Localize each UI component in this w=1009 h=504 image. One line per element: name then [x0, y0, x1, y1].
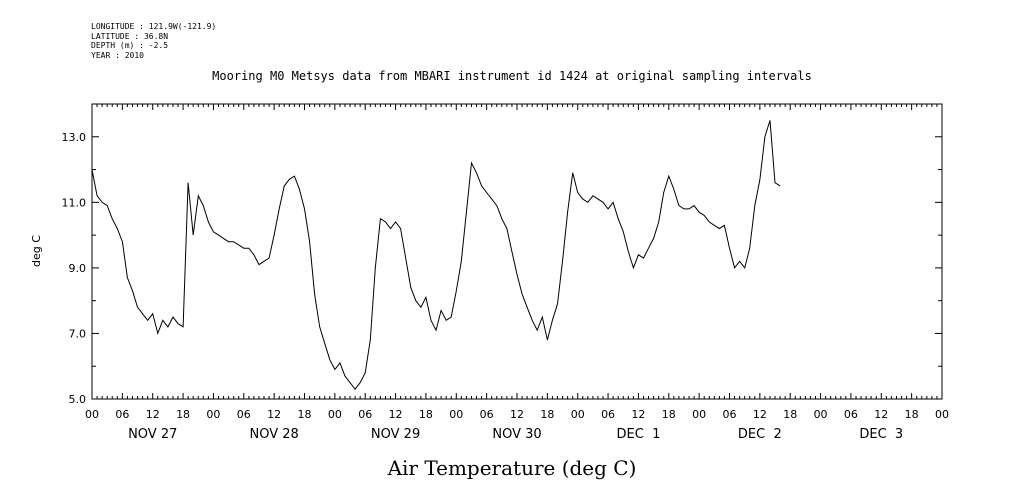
x-tick-label: 06 [237, 408, 251, 421]
depth-line: DEPTH (m) : -2.5 [91, 41, 169, 50]
x-tick-label: 00 [814, 408, 828, 421]
x-tick-label: 12 [631, 408, 645, 421]
x-tick-label: 18 [905, 408, 919, 421]
x-tick-label: 00 [692, 408, 706, 421]
x-tick-label: 06 [844, 408, 858, 421]
longitude-line: LONGITUDE : 121.9W(-121.9) [91, 22, 217, 31]
x-tick-labels: 00 06 12 18 00 06 12 18 00 06 12 18 00 06 12 18 00 06 12 18… [85, 408, 949, 421]
x-tick-label: 12 [874, 408, 888, 421]
latitude-line: LATITUDE : 36.8N [91, 31, 169, 41]
x-tick-label: 18 [540, 408, 554, 421]
plot-frame [91, 103, 943, 400]
chart-title: Mooring M0 Metsys data from MBARI instru… [212, 69, 812, 83]
metadata-block: LONGITUDE : 121.9W(-121.9) LATITUDE : 36… [91, 22, 216, 60]
y-tick-label: 9.0 [69, 262, 87, 275]
x-tick-label: 12 [146, 408, 160, 421]
x-tick-label: 00 [935, 408, 949, 421]
y-tick-label: 13.0 [62, 131, 87, 144]
x-tick-label: 18 [419, 408, 433, 421]
x-tick-label: 18 [662, 408, 676, 421]
series-line-air-temperature [91, 120, 781, 391]
day-label: NOV 29 [371, 427, 420, 442]
x-tick-label: 06 [115, 408, 129, 421]
day-label: DEC 1 [617, 427, 661, 442]
x-tick-label: 06 [480, 408, 494, 421]
day-labels: NOV 27 NOV 28 NOV 29 NOV 30 DEC 1 DEC 2 DEC 3 [128, 427, 903, 442]
x-axis-label: Air Temperature (deg C) [387, 456, 637, 480]
x-tick-label: 12 [389, 408, 403, 421]
day-label: DEC 2 [738, 427, 782, 442]
day-label: NOV 27 [128, 427, 177, 442]
y-tick-labels: 5.0 7.0 9.0 11.0 13.0 [62, 131, 87, 406]
x-tick-label: 06 [358, 408, 372, 421]
year-line: YEAR : 2010 [91, 50, 144, 60]
x-tick-label: 00 [85, 408, 99, 421]
day-label: NOV 28 [249, 427, 298, 442]
x-tick-label: 00 [449, 408, 463, 421]
x-tick-label: 18 [298, 408, 312, 421]
y-axis-label: deg C [30, 235, 43, 267]
x-tick-label: 18 [176, 408, 190, 421]
x-tick-label: 12 [510, 408, 524, 421]
x-tick-label: 00 [571, 408, 585, 421]
x-tick-label: 12 [267, 408, 281, 421]
x-tick-label: 06 [601, 408, 615, 421]
x-tick-label: 18 [783, 408, 797, 421]
y-tick-label: 11.0 [62, 196, 87, 209]
day-label: DEC 3 [859, 427, 903, 442]
y-tick-label: 5.0 [69, 393, 87, 406]
day-label: NOV 30 [492, 427, 541, 442]
x-tick-label: 00 [206, 408, 220, 421]
y-tick-label: 7.0 [69, 327, 87, 340]
axis-ticks [91, 103, 943, 400]
x-tick-label: 06 [723, 408, 737, 421]
x-tick-label: 00 [328, 408, 342, 421]
x-tick-label: 12 [753, 408, 767, 421]
